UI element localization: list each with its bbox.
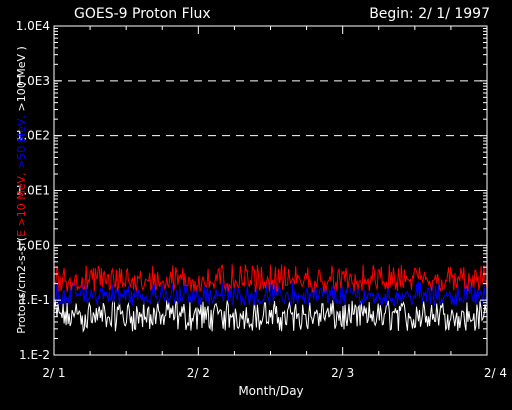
tick-layer: 1.E-2 1.E-1 1.0E0 1.0E1 1.0E2 1.0E3 1.0E4 2/ 1 2…	[16, 19, 507, 380]
chart-title: GOES-9 Proton Flux	[74, 6, 211, 22]
y-tick-label: 1.E-1	[19, 293, 50, 307]
y-axis-label-part: >100 MeV )	[15, 46, 28, 111]
x-tick-label: 2/ 2	[187, 366, 210, 380]
y-tick-label: 1.0E1	[16, 184, 50, 198]
x-axis-label: Month/Day	[238, 384, 303, 398]
y-tick-label: 1.0E4	[16, 19, 50, 33]
y-axis-label-prefix: Protons/cm2-s-sr(	[15, 237, 28, 334]
y-tick-label: 1.E-2	[19, 348, 50, 362]
y-tick-label: 1.0E3	[16, 74, 50, 88]
x-tick-label: 2/ 1	[42, 366, 65, 380]
grid-layer	[54, 80, 487, 246]
series-line	[53, 298, 488, 333]
y-axis-label: Protons/cm2-s-sr(E >10 MeV, >50 MeV, >10…	[15, 46, 28, 334]
y-tick-label: 1.0E2	[16, 129, 50, 143]
y-axis-label-part: >50 MeV,	[15, 111, 28, 169]
x-tick-label: 2/ 3	[331, 366, 354, 380]
y-axis-label-part: E >10 MeV,	[15, 169, 28, 237]
y-tick-label: 1.0E0	[16, 238, 50, 252]
chart-subtitle: Begin: 2/ 1/ 1997	[369, 6, 490, 22]
series-line	[53, 281, 488, 307]
series-line	[53, 264, 488, 293]
series-layer	[53, 264, 488, 333]
x-tick-label: 2/ 4	[484, 366, 507, 380]
